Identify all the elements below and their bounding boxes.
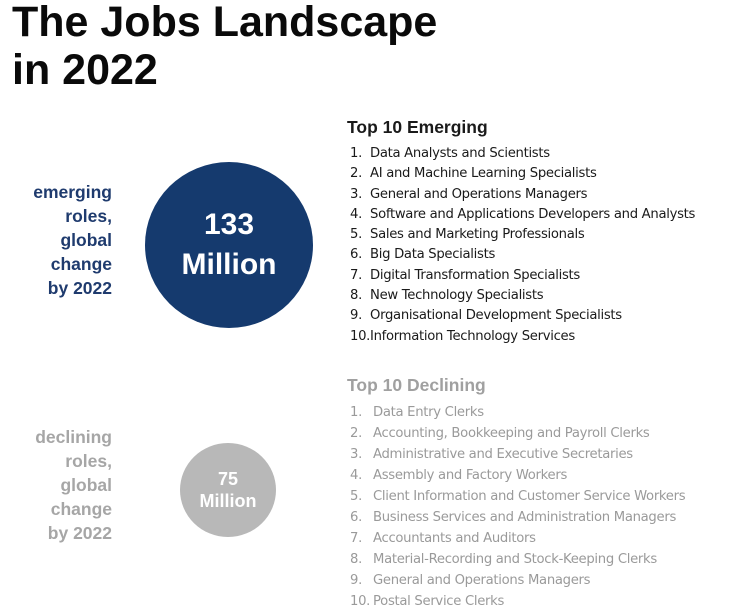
item-text: Business Services and Administration Man… xyxy=(373,510,677,525)
list-item: 3. General and Operations Managers xyxy=(350,185,695,205)
side-label-line: global xyxy=(60,230,112,250)
item-text: Assembly and Factory Workers xyxy=(373,468,568,483)
item-text: Data Entry Clerks xyxy=(373,405,484,420)
list-item: 10. Postal Service Clerks xyxy=(350,591,685,612)
item-number: 4. xyxy=(350,468,362,483)
item-number: 10. xyxy=(350,328,371,344)
item-number: 7. xyxy=(350,531,362,546)
side-label-line: by 2022 xyxy=(47,278,112,298)
item-text: Material-Recording and Stock-Keeping Cle… xyxy=(373,552,657,567)
item-number: 1. xyxy=(350,146,362,161)
item-number: 9. xyxy=(350,308,362,324)
declining-circle-value: 75 xyxy=(217,469,239,489)
item-text: Software and Applications Developers and… xyxy=(370,206,696,222)
item-number: 5. xyxy=(350,489,362,504)
item-text: Accountants and Auditors xyxy=(373,531,536,546)
item-number: 9. xyxy=(350,573,362,588)
list-item: 1. Data Analysts and Scientists xyxy=(350,144,695,164)
item-number: 3. xyxy=(350,186,362,202)
item-text: Digital Transformation Specialists xyxy=(370,267,580,283)
side-label-line: by 2022 xyxy=(47,523,112,543)
declining-side-label: declining roles, global change by 2022 xyxy=(12,425,112,545)
item-text: Client Information and Customer Service … xyxy=(373,489,686,504)
item-number: 8. xyxy=(350,552,362,567)
item-number: 1. xyxy=(350,405,362,420)
item-text: AI and Machine Learning Specialists xyxy=(370,166,597,182)
list-item: 4. Software and Applications Developers a… xyxy=(350,205,695,225)
emerging-total-circle: 133 Million xyxy=(145,162,313,328)
side-label-line: declining xyxy=(35,427,112,447)
item-text: Administrative and Executive Secretaries xyxy=(373,447,633,462)
list-item: 9. General and Operations Managers xyxy=(350,570,685,591)
item-number: 4. xyxy=(350,206,362,222)
declining-list-block: Top 10 Declining 1. Data Entry Clerks 2. A… xyxy=(347,374,686,612)
side-label-line: emerging xyxy=(33,182,112,202)
list-item: 4. Assembly and Factory Workers xyxy=(350,465,685,486)
side-label-line: global xyxy=(60,475,112,495)
item-number: 6. xyxy=(350,247,362,263)
list-item: 8. New Technology Specialists xyxy=(350,286,695,306)
side-label-line: change xyxy=(50,254,112,274)
item-number: 10. xyxy=(350,594,371,609)
item-text: Sales and Marketing Professionals xyxy=(370,227,585,243)
list-item: 5. Sales and Marketing Professionals xyxy=(350,225,695,245)
list-item: 9. Organisational Development Specialists xyxy=(350,306,695,326)
item-number: 7. xyxy=(350,267,362,283)
item-number: 6. xyxy=(350,510,362,525)
declining-list-heading: Top 10 Declining xyxy=(347,375,486,395)
item-text: Organisational Development Specialists xyxy=(370,308,622,324)
list-item: 1. Data Entry Clerks xyxy=(350,402,685,423)
item-text: Information Technology Services xyxy=(370,328,575,344)
emerging-list-block: Top 10 Emerging 1. Data Analysts and Scie… xyxy=(347,116,695,347)
title-line-2: in 2022 xyxy=(12,46,158,94)
item-number: 3. xyxy=(350,447,362,462)
emerging-side-label: emerging roles, global change by 2022 xyxy=(12,180,112,300)
list-item: 8. Material-Recording and Stock-Keeping C… xyxy=(350,549,685,570)
declining-total-circle: 75 Million xyxy=(180,443,276,537)
emerging-list-heading: Top 10 Emerging xyxy=(347,117,488,137)
emerging-list: 1. Data Analysts and Scientists 2. AI and … xyxy=(347,144,695,347)
item-text: General and Operations Managers xyxy=(370,186,588,202)
list-item: 10.Information Technology Services xyxy=(350,327,695,347)
list-item: 7. Accountants and Auditors xyxy=(350,528,685,549)
item-text: Accounting, Bookkeeping and Payroll Cler… xyxy=(373,426,650,441)
emerging-circle-value: 133 xyxy=(203,208,255,241)
declining-circle-unit: Million xyxy=(199,491,257,511)
title-line-1: The Jobs Landscape xyxy=(12,0,438,46)
item-number: 5. xyxy=(350,227,362,243)
list-item: 5. Client Information and Customer Servic… xyxy=(350,486,686,507)
page-title: The Jobs Landscape in 2022 xyxy=(12,0,437,94)
item-text: Data Analysts and Scientists xyxy=(370,146,550,161)
item-number: 2. xyxy=(350,426,362,441)
item-text: Postal Service Clerks xyxy=(373,594,505,609)
list-item: 6. Big Data Specialists xyxy=(350,245,695,265)
side-label-line: roles, xyxy=(65,206,112,226)
item-number: 8. xyxy=(350,288,362,304)
list-item: 2. AI and Machine Learning Specialists xyxy=(350,164,695,184)
list-item: 7. Digital Transformation Specialists xyxy=(350,266,695,286)
list-item: 2. Accounting, Bookkeeping and Payroll Cl… xyxy=(350,423,685,444)
emerging-circle-unit: Million xyxy=(181,248,277,281)
item-text: Big Data Specialists xyxy=(370,247,496,263)
declining-list: 1. Data Entry Clerks 2. Accounting, Bookke… xyxy=(347,402,686,612)
item-text: General and Operations Managers xyxy=(373,573,591,588)
item-number: 2. xyxy=(350,166,362,182)
side-label-line: roles, xyxy=(65,451,112,471)
list-item: 3. Administrative and Executive Secretari… xyxy=(350,444,685,465)
item-text: New Technology Specialists xyxy=(370,288,544,304)
side-label-line: change xyxy=(50,499,112,519)
list-item: 6. Business Services and Administration M… xyxy=(350,507,685,528)
